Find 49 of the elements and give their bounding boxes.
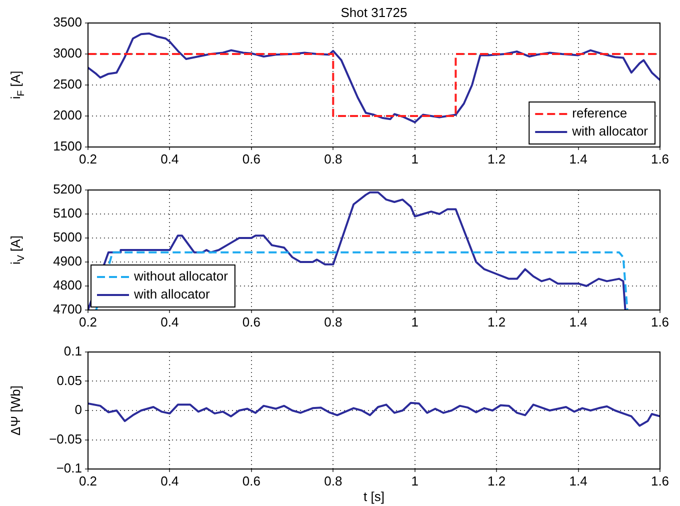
y-tick-label: 5000 xyxy=(53,230,82,245)
y-tick-label: 0.1 xyxy=(64,344,82,359)
x-tick-label: 0.6 xyxy=(242,473,260,488)
x-tick-label: 0.6 xyxy=(242,314,260,330)
x-tick-label: 0.2 xyxy=(78,151,98,166)
x-tick-label: 0.2 xyxy=(78,314,98,330)
y-tick-label: 5100 xyxy=(53,206,82,221)
x-tick-label: 1.6 xyxy=(650,473,670,488)
x-tick-label: 0.2 xyxy=(78,473,98,488)
x-tick-label: 1.4 xyxy=(569,314,588,330)
x-tick-label: 1.2 xyxy=(488,314,506,330)
x-tick-label: 0.4 xyxy=(160,314,179,330)
x-tick-label: 1.6 xyxy=(650,151,670,166)
y-tick-label: 3500 xyxy=(53,14,82,30)
y-tick-label: 5200 xyxy=(53,182,82,197)
x-tick-label: 0.8 xyxy=(324,473,342,488)
x-tick-label: 0.4 xyxy=(160,151,179,166)
x-axis-title: t [s] xyxy=(364,489,384,504)
x-tick-label: 1.6 xyxy=(650,314,670,330)
y-tick-label: 0 xyxy=(74,402,82,418)
legend-label: with allocator xyxy=(571,124,649,139)
y-tick-label: −0.1 xyxy=(56,460,82,476)
x-tick-label: 0.4 xyxy=(160,473,179,488)
y-axis-title: iF [A] xyxy=(8,70,27,100)
x-tick-label: 1 xyxy=(411,314,418,330)
x-tick-label: 1 xyxy=(411,473,418,488)
x-tick-label: 0.8 xyxy=(324,151,342,166)
chart-title: Shot 31725 xyxy=(340,5,408,20)
x-tick-label: 1 xyxy=(411,151,418,166)
y-tick-label: 2000 xyxy=(53,108,82,123)
x-tick-label: 1.4 xyxy=(569,473,588,488)
legend-label: with allocator xyxy=(133,286,211,302)
x-tick-label: 0.8 xyxy=(324,314,342,330)
x-tick-label: 1.2 xyxy=(488,473,506,488)
y-tick-label: 3000 xyxy=(53,46,82,61)
x-tick-label: 1.4 xyxy=(569,151,588,166)
y-tick-label: 1500 xyxy=(53,138,82,154)
y-tick-label: −0.05 xyxy=(49,431,82,446)
y-tick-label: 4900 xyxy=(53,254,82,269)
legend-label: without allocator xyxy=(133,268,229,284)
y-tick-label: 0.05 xyxy=(56,372,82,388)
y-tick-label: 4700 xyxy=(53,302,82,317)
legend-label: reference xyxy=(572,106,628,121)
y-tick-label: 2500 xyxy=(53,76,82,92)
x-tick-label: 0.6 xyxy=(242,151,260,166)
y-axis-title: iV [A] xyxy=(8,236,27,264)
x-tick-label: 1.2 xyxy=(488,151,506,166)
y-axis-title: ΔΨ [Wb] xyxy=(8,386,23,436)
y-tick-label: 4800 xyxy=(53,278,82,293)
